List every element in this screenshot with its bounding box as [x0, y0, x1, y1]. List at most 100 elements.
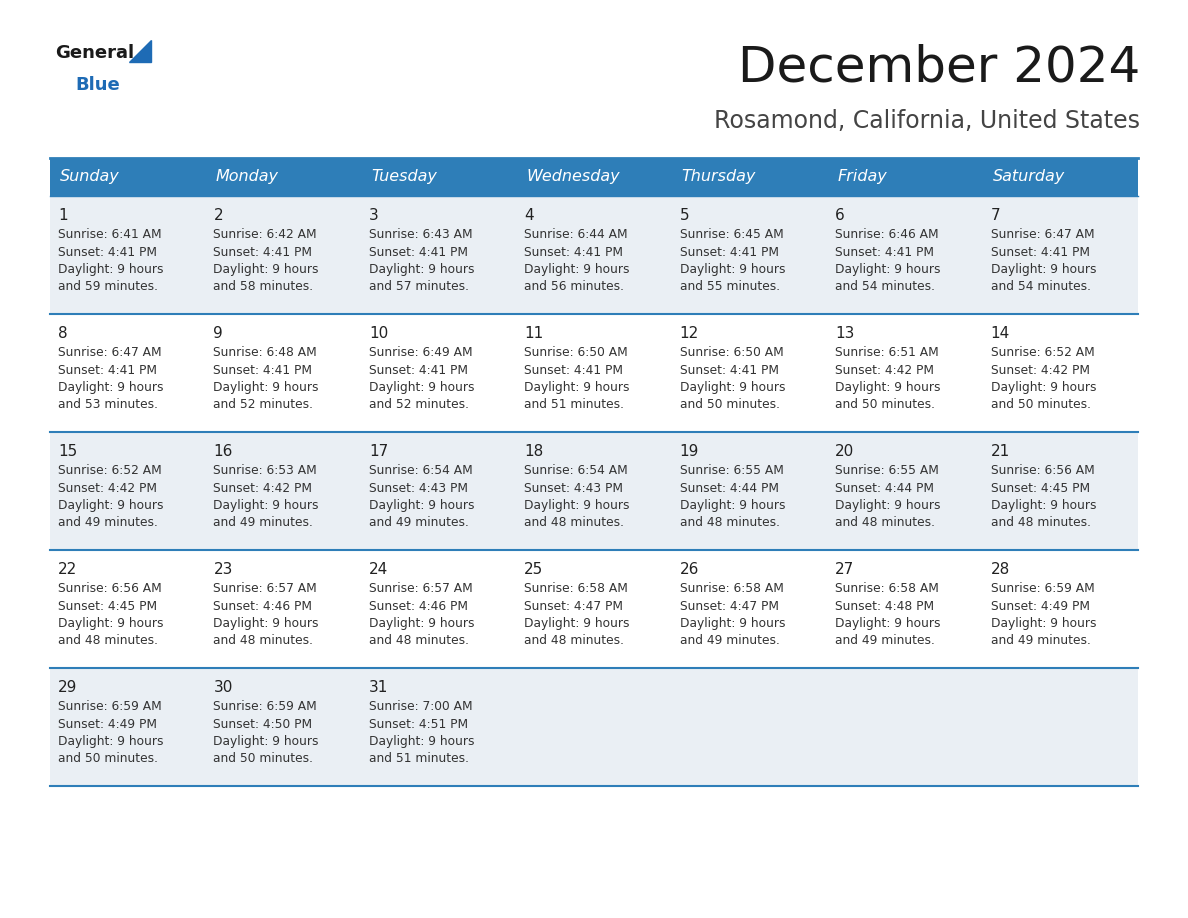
Text: Sunset: 4:50 PM: Sunset: 4:50 PM — [214, 718, 312, 731]
Text: Sunrise: 6:51 AM: Sunrise: 6:51 AM — [835, 346, 939, 359]
Text: 18: 18 — [524, 444, 544, 459]
Text: Sunrise: 6:55 AM: Sunrise: 6:55 AM — [680, 464, 784, 477]
Text: Sunrise: 6:49 AM: Sunrise: 6:49 AM — [368, 346, 473, 359]
Text: Daylight: 9 hours: Daylight: 9 hours — [58, 735, 164, 748]
Text: Sunrise: 6:52 AM: Sunrise: 6:52 AM — [991, 346, 1094, 359]
Text: 1: 1 — [58, 208, 68, 223]
Text: Tuesday: Tuesday — [371, 170, 437, 185]
Text: Daylight: 9 hours: Daylight: 9 hours — [214, 381, 318, 394]
Text: Sunrise: 6:58 AM: Sunrise: 6:58 AM — [524, 582, 628, 595]
Text: and 48 minutes.: and 48 minutes. — [991, 517, 1091, 530]
Text: Daylight: 9 hours: Daylight: 9 hours — [368, 735, 474, 748]
Text: Sunday: Sunday — [61, 170, 120, 185]
Text: 31: 31 — [368, 680, 388, 695]
Text: and 48 minutes.: and 48 minutes. — [524, 517, 624, 530]
Text: Daylight: 9 hours: Daylight: 9 hours — [214, 499, 318, 512]
Text: Daylight: 9 hours: Daylight: 9 hours — [368, 499, 474, 512]
Text: and 49 minutes.: and 49 minutes. — [680, 634, 779, 647]
Text: Daylight: 9 hours: Daylight: 9 hours — [58, 381, 164, 394]
Text: Thursday: Thursday — [682, 170, 756, 185]
Text: Sunrise: 6:45 AM: Sunrise: 6:45 AM — [680, 228, 783, 241]
Text: 22: 22 — [58, 562, 77, 577]
Text: Daylight: 9 hours: Daylight: 9 hours — [214, 617, 318, 630]
Text: Sunrise: 6:59 AM: Sunrise: 6:59 AM — [214, 700, 317, 713]
Text: Sunset: 4:42 PM: Sunset: 4:42 PM — [835, 364, 934, 376]
Text: 7: 7 — [991, 208, 1000, 223]
Text: Sunset: 4:41 PM: Sunset: 4:41 PM — [680, 245, 778, 259]
Text: Daylight: 9 hours: Daylight: 9 hours — [368, 263, 474, 276]
Text: General: General — [55, 44, 134, 62]
Text: Sunrise: 6:56 AM: Sunrise: 6:56 AM — [991, 464, 1094, 477]
Text: and 59 minutes.: and 59 minutes. — [58, 281, 158, 294]
Text: Sunset: 4:43 PM: Sunset: 4:43 PM — [368, 482, 468, 495]
Text: Daylight: 9 hours: Daylight: 9 hours — [835, 499, 941, 512]
Text: 16: 16 — [214, 444, 233, 459]
Text: December 2024: December 2024 — [738, 44, 1140, 92]
Text: Daylight: 9 hours: Daylight: 9 hours — [214, 735, 318, 748]
Text: 20: 20 — [835, 444, 854, 459]
Text: and 52 minutes.: and 52 minutes. — [214, 398, 314, 411]
Text: and 57 minutes.: and 57 minutes. — [368, 281, 469, 294]
Bar — [50, 314, 1138, 432]
Text: 15: 15 — [58, 444, 77, 459]
Text: Wednesday: Wednesday — [526, 170, 620, 185]
Text: Daylight: 9 hours: Daylight: 9 hours — [680, 381, 785, 394]
Text: Sunset: 4:41 PM: Sunset: 4:41 PM — [214, 245, 312, 259]
Text: Sunset: 4:46 PM: Sunset: 4:46 PM — [214, 599, 312, 612]
Text: Sunrise: 6:50 AM: Sunrise: 6:50 AM — [680, 346, 783, 359]
Text: and 48 minutes.: and 48 minutes. — [835, 517, 935, 530]
Text: Sunrise: 6:54 AM: Sunrise: 6:54 AM — [368, 464, 473, 477]
Text: 12: 12 — [680, 326, 699, 341]
Text: Sunrise: 6:47 AM: Sunrise: 6:47 AM — [58, 346, 162, 359]
Text: Daylight: 9 hours: Daylight: 9 hours — [214, 263, 318, 276]
Text: and 49 minutes.: and 49 minutes. — [214, 517, 314, 530]
Bar — [50, 158, 1138, 196]
Text: Sunset: 4:47 PM: Sunset: 4:47 PM — [524, 599, 624, 612]
Text: and 49 minutes.: and 49 minutes. — [368, 517, 469, 530]
Text: 4: 4 — [524, 208, 533, 223]
Text: 26: 26 — [680, 562, 699, 577]
Text: Daylight: 9 hours: Daylight: 9 hours — [680, 499, 785, 512]
Text: Sunrise: 6:55 AM: Sunrise: 6:55 AM — [835, 464, 939, 477]
Text: 21: 21 — [991, 444, 1010, 459]
Text: Daylight: 9 hours: Daylight: 9 hours — [835, 263, 941, 276]
Text: Sunrise: 6:43 AM: Sunrise: 6:43 AM — [368, 228, 473, 241]
Text: Rosamond, California, United States: Rosamond, California, United States — [714, 109, 1140, 133]
Bar — [50, 668, 1138, 786]
Text: and 48 minutes.: and 48 minutes. — [368, 634, 469, 647]
Text: Sunset: 4:41 PM: Sunset: 4:41 PM — [680, 364, 778, 376]
Text: Sunrise: 6:41 AM: Sunrise: 6:41 AM — [58, 228, 162, 241]
Text: and 55 minutes.: and 55 minutes. — [680, 281, 779, 294]
Text: Sunset: 4:45 PM: Sunset: 4:45 PM — [991, 482, 1089, 495]
Text: Sunset: 4:43 PM: Sunset: 4:43 PM — [524, 482, 624, 495]
Text: Sunset: 4:48 PM: Sunset: 4:48 PM — [835, 599, 934, 612]
Text: Daylight: 9 hours: Daylight: 9 hours — [835, 617, 941, 630]
Text: and 49 minutes.: and 49 minutes. — [991, 634, 1091, 647]
Text: 24: 24 — [368, 562, 388, 577]
Text: 14: 14 — [991, 326, 1010, 341]
Text: Daylight: 9 hours: Daylight: 9 hours — [524, 499, 630, 512]
Text: Monday: Monday — [215, 170, 278, 185]
Text: Daylight: 9 hours: Daylight: 9 hours — [58, 617, 164, 630]
Text: Sunrise: 6:58 AM: Sunrise: 6:58 AM — [680, 582, 784, 595]
Text: Daylight: 9 hours: Daylight: 9 hours — [835, 381, 941, 394]
Text: Sunrise: 6:57 AM: Sunrise: 6:57 AM — [214, 582, 317, 595]
Text: 25: 25 — [524, 562, 544, 577]
Text: Sunrise: 6:50 AM: Sunrise: 6:50 AM — [524, 346, 628, 359]
Text: Sunrise: 6:47 AM: Sunrise: 6:47 AM — [991, 228, 1094, 241]
Bar — [50, 432, 1138, 550]
Text: Daylight: 9 hours: Daylight: 9 hours — [524, 617, 630, 630]
Text: Sunset: 4:41 PM: Sunset: 4:41 PM — [524, 245, 624, 259]
Text: 29: 29 — [58, 680, 77, 695]
Text: 8: 8 — [58, 326, 68, 341]
Text: and 49 minutes.: and 49 minutes. — [58, 517, 158, 530]
Text: 27: 27 — [835, 562, 854, 577]
Text: and 49 minutes.: and 49 minutes. — [835, 634, 935, 647]
Text: 17: 17 — [368, 444, 388, 459]
Text: Daylight: 9 hours: Daylight: 9 hours — [58, 263, 164, 276]
Polygon shape — [129, 40, 151, 62]
Text: and 56 minutes.: and 56 minutes. — [524, 281, 624, 294]
Text: Sunset: 4:41 PM: Sunset: 4:41 PM — [835, 245, 934, 259]
Text: Sunset: 4:41 PM: Sunset: 4:41 PM — [58, 245, 157, 259]
Text: Sunrise: 6:42 AM: Sunrise: 6:42 AM — [214, 228, 317, 241]
